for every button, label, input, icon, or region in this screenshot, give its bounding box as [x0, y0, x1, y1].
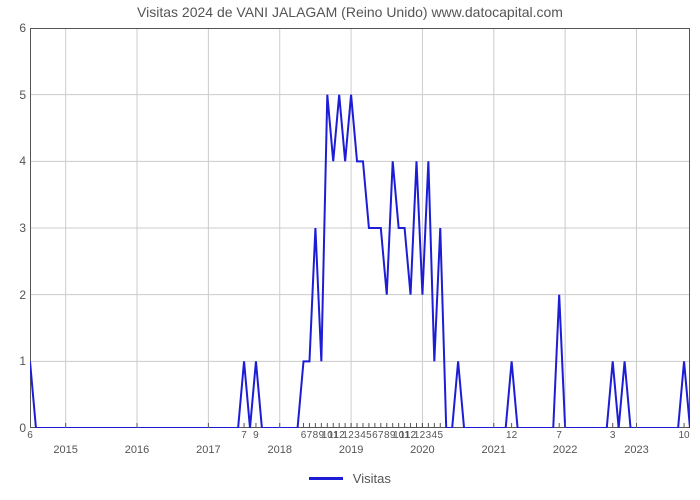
chart-legend: Visitas	[0, 470, 700, 486]
x-tick-label: 9	[253, 430, 259, 441]
chart-title: Visitas 2024 de VANI JALAGAM (Reino Unid…	[0, 4, 700, 20]
x-tick-label: 3	[354, 430, 360, 441]
y-tick-label: 0	[4, 421, 26, 435]
x-year-label: 2017	[196, 444, 220, 456]
x-tick-label: 1	[414, 430, 420, 441]
legend-label: Visitas	[353, 471, 391, 486]
x-year-label: 2021	[482, 444, 506, 456]
x-tick-label: 3	[426, 430, 432, 441]
x-tick-label: 6	[372, 430, 378, 441]
y-tick-label: 5	[4, 88, 26, 102]
x-tick-label: 5	[437, 430, 443, 441]
x-year-label: 2019	[339, 444, 363, 456]
x-tick-label: 10	[678, 430, 689, 441]
x-tick-label: 2	[420, 430, 426, 441]
legend-swatch	[309, 477, 343, 480]
x-year-label: 2022	[553, 444, 577, 456]
x-tick-label: 8	[384, 430, 390, 441]
x-tick-label: 6	[301, 430, 307, 441]
x-year-label: 2015	[53, 444, 77, 456]
x-tick-label: 6	[27, 430, 33, 441]
x-tick-label: 12	[506, 430, 517, 441]
x-year-label: 2023	[624, 444, 648, 456]
y-tick-label: 1	[4, 354, 26, 368]
x-year-label: 2016	[125, 444, 149, 456]
x-tick-label: 5	[366, 430, 372, 441]
y-tick-label: 2	[4, 288, 26, 302]
x-tick-label: 2	[348, 430, 354, 441]
x-tick-label: 8	[313, 430, 319, 441]
y-tick-label: 3	[4, 221, 26, 235]
x-tick-label: 7	[307, 430, 313, 441]
x-tick-label: 4	[432, 430, 438, 441]
x-year-label: 2020	[410, 444, 434, 456]
chart-container: Visitas 2024 de VANI JALAGAM (Reino Unid…	[0, 0, 700, 500]
x-tick-label: 3	[610, 430, 616, 441]
x-tick-label: 7	[556, 430, 562, 441]
x-tick-label: 4	[360, 430, 366, 441]
x-tick-label: 1	[342, 430, 348, 441]
y-tick-label: 4	[4, 154, 26, 168]
x-tick-label: 7	[241, 430, 247, 441]
x-tick-label: 7	[378, 430, 384, 441]
x-year-label: 2018	[267, 444, 291, 456]
y-tick-label: 6	[4, 21, 26, 35]
chart-plot	[30, 28, 690, 428]
